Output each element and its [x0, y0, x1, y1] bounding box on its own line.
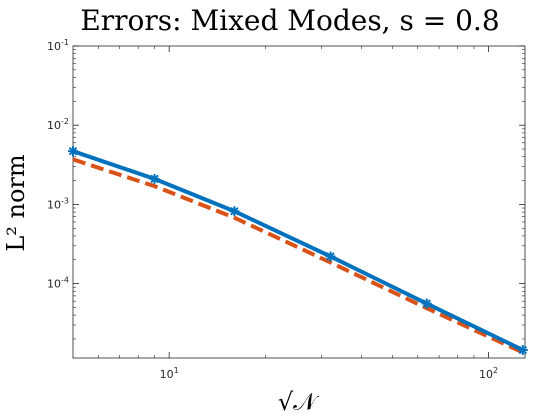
x-tick-label: 102 [479, 366, 498, 381]
series-line-2 [72, 157, 524, 355]
star-marker-stroke [326, 252, 335, 261]
y-tick-label: 10-4 [47, 276, 69, 291]
x-tick-label: 101 [160, 366, 179, 381]
series-1-point [517, 345, 528, 356]
minor-ticks [73, 46, 525, 358]
series-line-1 [72, 149, 524, 352]
series-1-point [229, 206, 240, 217]
x-axis-label: √𝒩 [278, 388, 320, 416]
series-1-point [149, 173, 160, 184]
y-axis-label: L² norm [2, 154, 30, 252]
star-marker-stroke [422, 299, 431, 308]
star-marker-stroke [230, 207, 239, 216]
series-1-point [68, 146, 78, 157]
plot-area: 10-4 10-3 10-2 10-1 101 102 [47, 38, 528, 381]
star-marker-stroke [150, 174, 159, 184]
chart-title: Errors: Mixed Modes, s = 0.8 [80, 4, 499, 37]
star-marker-stroke [518, 345, 528, 355]
series-1-point [421, 298, 432, 309]
y-tick-label: 10-2 [47, 117, 69, 132]
y-tick-label: 10-3 [47, 196, 69, 211]
series-1-point [325, 251, 336, 262]
y-tick-label: 10-1 [47, 38, 69, 53]
star-marker-stroke [68, 146, 78, 156]
axes-box [72, 45, 526, 359]
